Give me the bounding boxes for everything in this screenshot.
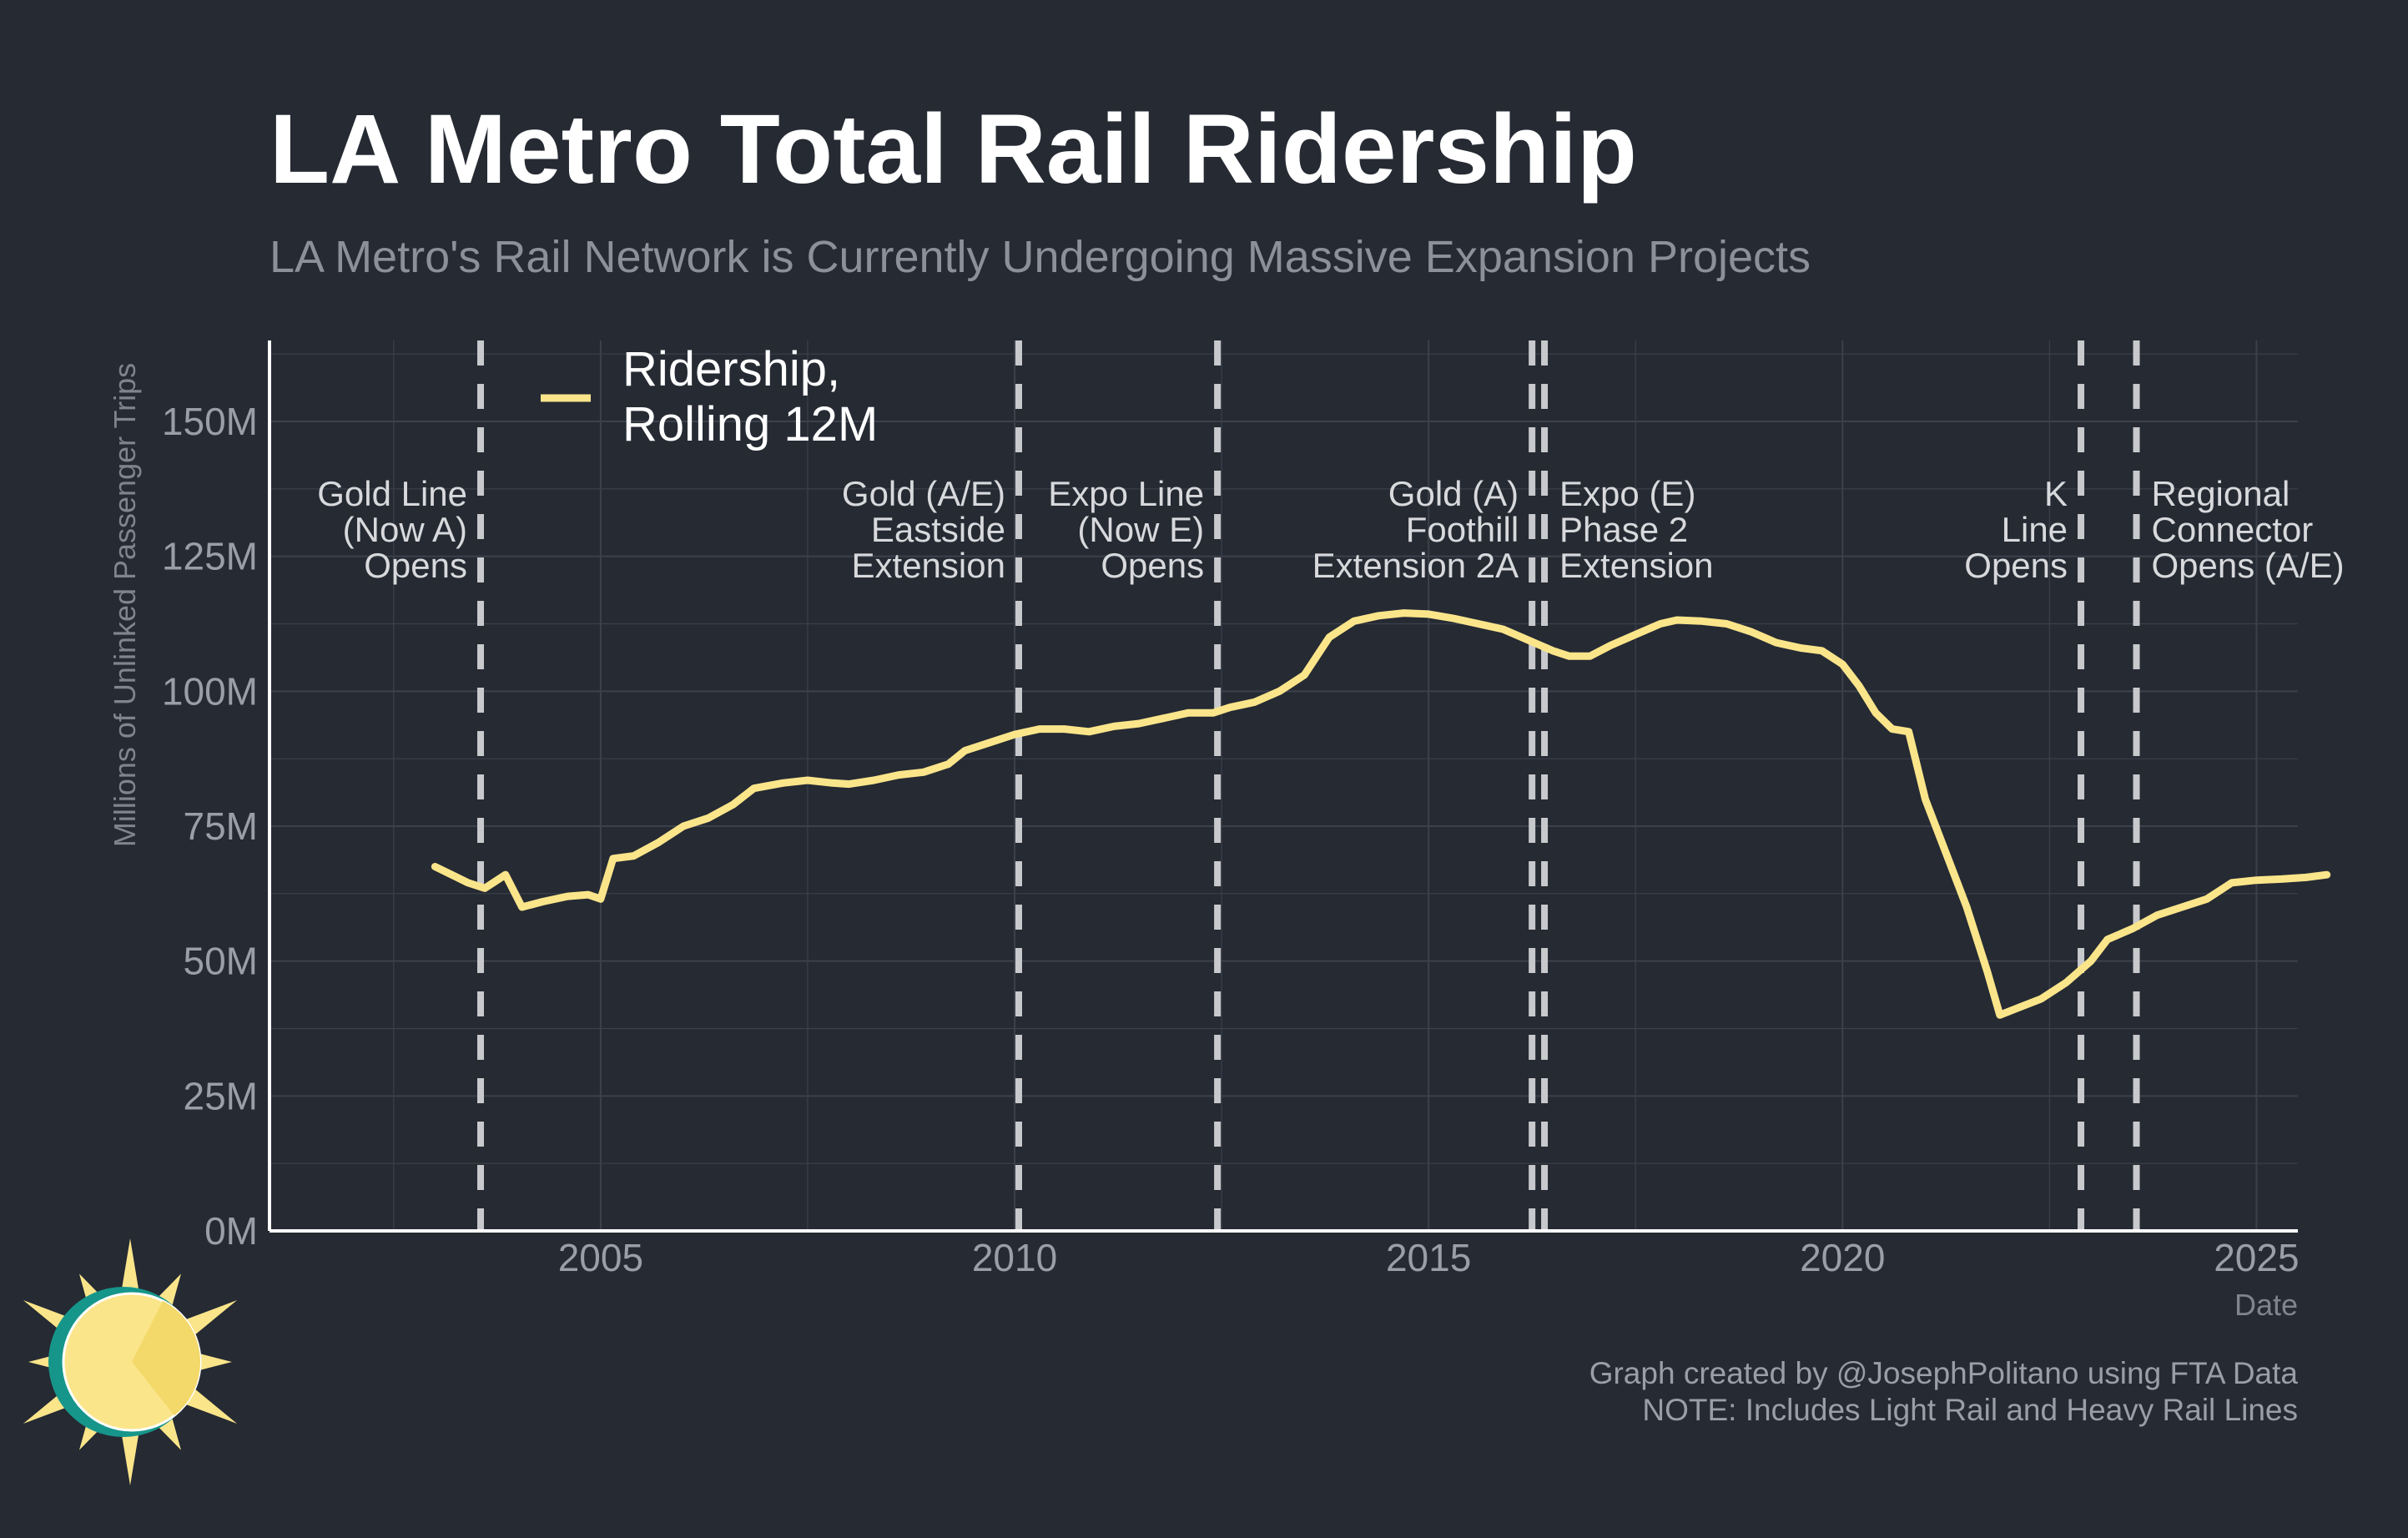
x-tick-label: 2010 <box>972 1236 1057 1279</box>
y-axis-title: Millions of Unlinked Passenger Trips <box>108 363 142 847</box>
event-label: Expo (E) Phase 2 Extension <box>1559 474 1713 585</box>
y-tick-label: 100M <box>162 669 258 713</box>
event-label: Regional Connector Opens (A/E) <box>2152 474 2345 585</box>
sun-facet-icon <box>132 1300 200 1416</box>
event-label: Gold (A) Foothill Extension 2A <box>1312 474 1519 585</box>
y-tick-label: 50M <box>184 940 258 983</box>
x-tick-label: 2020 <box>1800 1236 1885 1279</box>
x-tick-label: 2005 <box>558 1236 643 1279</box>
y-tick-label: 75M <box>184 804 258 848</box>
y-tick-label: 125M <box>162 535 258 578</box>
grid <box>270 340 2298 1232</box>
event-label: Gold Line (Now A) Opens <box>317 474 467 585</box>
chart-subtitle: LA Metro's Rail Network is Currently Und… <box>270 232 1811 282</box>
y-tick-label: 150M <box>162 400 258 443</box>
series-line <box>431 609 2331 1019</box>
x-tick-label: 2015 <box>1386 1236 1471 1279</box>
chart-title: LA Metro Total Rail Ridership <box>270 94 1637 204</box>
x-tick-label: 2025 <box>2214 1236 2299 1279</box>
axes: 0M 25M 50M 75M 100M 125M 150M 2005 2010 2015 2020 2… <box>162 340 2300 1279</box>
y-tick-label: 0M <box>204 1209 258 1253</box>
legend-label: Ridership, Rolling 12M <box>622 342 878 451</box>
legend: Ridership, Rolling 12M <box>541 342 878 451</box>
x-axis-title: Date <box>2234 1288 2298 1322</box>
event-label: Expo Line (Now E) Opens <box>1048 474 1204 585</box>
y-tick-label: 25M <box>184 1074 258 1117</box>
event-lines <box>477 340 2140 1231</box>
caption-credit: Graph created by @JosephPolitano using F… <box>1589 1356 2299 1390</box>
event-label: Gold (A/E) Eastside Extension <box>842 474 1005 585</box>
caption-note: NOTE: Includes Light Rail and Heavy Rail… <box>1642 1393 2298 1427</box>
sun-logo-icon <box>23 1238 238 1485</box>
event-annotations: Gold Line (Now A) Opens Gold (A/E) Eastside E… <box>317 474 2344 585</box>
event-label: K Line Opens <box>1964 474 2068 585</box>
series <box>431 609 2331 1019</box>
